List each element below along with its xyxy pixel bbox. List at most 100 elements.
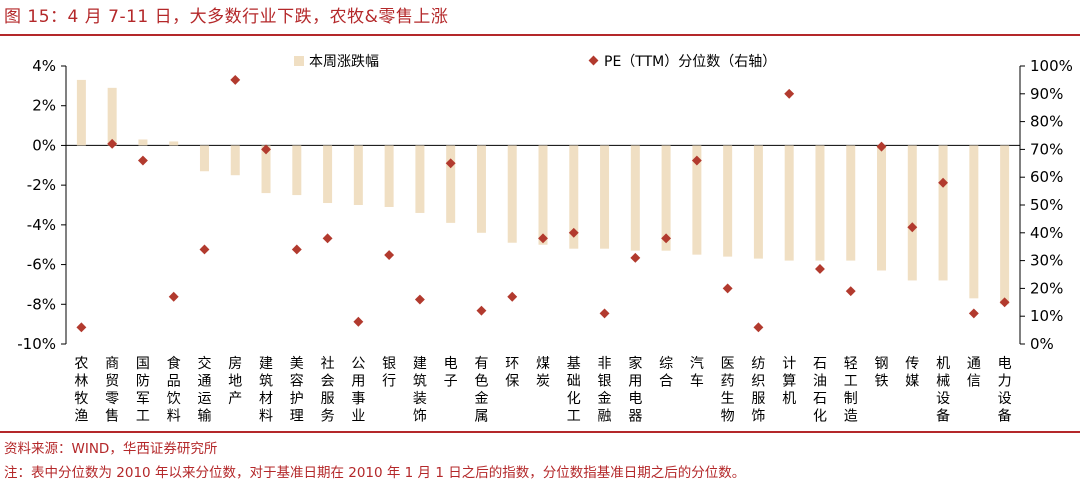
category-labels: 农林牧渔 商贸零售 国防军工 食品饮料 交通运输 房地产 建筑材料 美容护理 社会服务 公用事业 银… <box>74 355 1011 425</box>
bar <box>784 145 794 261</box>
category-label: 机械设备 <box>936 356 950 425</box>
right-tick-label: 50% <box>1030 196 1063 214</box>
bar <box>600 145 610 249</box>
pe-marker <box>815 263 825 274</box>
bar <box>169 141 179 146</box>
pe-marker <box>76 322 87 333</box>
bar <box>846 145 856 261</box>
bar <box>630 145 640 251</box>
category-label: 传媒 <box>905 356 919 390</box>
legend: 本周涨跌幅 PE（TTM）分位数（右轴） <box>294 54 776 70</box>
bar <box>938 145 948 281</box>
pe-marker <box>661 233 672 244</box>
category-label: 医药生物 <box>721 356 735 425</box>
left-tick-label: -8% <box>27 295 56 313</box>
category-label: 银行 <box>382 356 396 390</box>
pe-marker <box>291 244 302 255</box>
pe-marker <box>599 308 610 319</box>
category-label: 建筑装饰 <box>413 356 427 425</box>
category-label: 社会服务 <box>321 356 335 425</box>
pe-marker <box>876 141 887 152</box>
category-label: 计算机 <box>782 356 796 407</box>
pe-marker <box>999 297 1010 308</box>
pe-marker <box>445 158 456 169</box>
category-label: 美容护理 <box>290 356 304 425</box>
category-label: 综合 <box>659 356 673 390</box>
right-tick-label: 60% <box>1030 168 1063 186</box>
pe-marker <box>968 308 979 319</box>
footer-rule <box>0 431 1080 433</box>
pe-marker <box>137 155 148 166</box>
category-label: 建筑材料 <box>259 356 273 425</box>
pe-marker <box>476 305 487 316</box>
category-label: 基础化工 <box>567 355 581 425</box>
bar <box>292 145 302 196</box>
bar <box>815 145 825 261</box>
right-tick-label: 30% <box>1030 252 1063 270</box>
category-label: 环保 <box>505 356 519 390</box>
right-tick-label: 0% <box>1030 335 1054 353</box>
left-tick-label: -6% <box>27 256 56 274</box>
left-axis: 4% 2% 0% -2% -4% -6% -8% -10% <box>17 57 1020 353</box>
category-label: 公用事业 <box>351 356 365 425</box>
bar <box>692 145 702 255</box>
pe-marker <box>938 177 949 188</box>
category-label: 家用电器 <box>628 355 642 425</box>
right-tick-label: 70% <box>1030 140 1063 158</box>
bar <box>415 145 425 213</box>
left-tick-label: 4% <box>32 57 56 75</box>
bar <box>538 145 548 245</box>
category-label: 通信 <box>967 356 981 390</box>
bar <box>199 145 209 172</box>
pe-marker <box>538 233 548 244</box>
left-tick-label: -4% <box>27 216 56 234</box>
bar <box>353 145 363 205</box>
left-tick-label: -2% <box>27 176 56 194</box>
bar <box>661 145 671 251</box>
bar <box>723 145 733 257</box>
marker-series <box>76 74 1010 333</box>
bar <box>877 145 887 271</box>
category-label: 纺织服饰 <box>751 356 765 425</box>
legend-marker-label: PE（TTM）分位数（右轴） <box>604 54 776 70</box>
pe-marker <box>168 291 179 302</box>
category-label: 煤炭 <box>536 356 550 390</box>
category-label: 非银金融 <box>598 356 612 425</box>
left-tick-label: 2% <box>32 97 56 115</box>
category-label: 国防军工 <box>136 356 150 425</box>
pe-marker <box>261 144 271 155</box>
bar <box>753 145 763 259</box>
bar-series <box>76 79 1010 305</box>
pe-marker <box>507 291 518 302</box>
bar <box>446 145 456 223</box>
category-label: 农林牧渔 <box>74 356 88 425</box>
pe-marker <box>199 244 210 255</box>
left-tick-label: 0% <box>32 136 56 154</box>
pe-marker <box>414 294 425 305</box>
right-tick-label: 10% <box>1030 307 1063 325</box>
pe-marker <box>753 322 764 333</box>
pe-marker <box>353 316 364 327</box>
category-label: 交通运输 <box>197 355 211 425</box>
pe-marker <box>107 138 118 149</box>
pe-marker <box>784 88 795 99</box>
category-label: 房地产 <box>228 356 242 407</box>
category-label: 石油石化 <box>813 356 827 425</box>
bar <box>507 145 517 243</box>
bar <box>476 145 486 233</box>
pe-marker <box>384 250 395 260</box>
pe-marker <box>845 286 856 297</box>
category-label: 有色金属 <box>474 356 488 425</box>
bar <box>969 145 979 299</box>
category-label: 钢铁 <box>875 356 889 390</box>
legend-marker-swatch <box>588 55 599 66</box>
right-tick-label: 90% <box>1030 85 1063 103</box>
legend-bar-label: 本周涨跌幅 <box>309 54 379 70</box>
chart: 4% 2% 0% -2% -4% -6% -8% -10% 100% 90% 80% 70% 60% 5… <box>17 54 1073 425</box>
left-tick-label: -10% <box>17 335 56 353</box>
title-rule <box>0 34 1080 36</box>
bar <box>323 145 333 204</box>
bar <box>230 145 240 176</box>
note-text: 注：表中分位数为 2010 年以来分位数，对于基准日期在 2010 年 1 月 … <box>4 465 746 481</box>
bar <box>569 145 579 249</box>
